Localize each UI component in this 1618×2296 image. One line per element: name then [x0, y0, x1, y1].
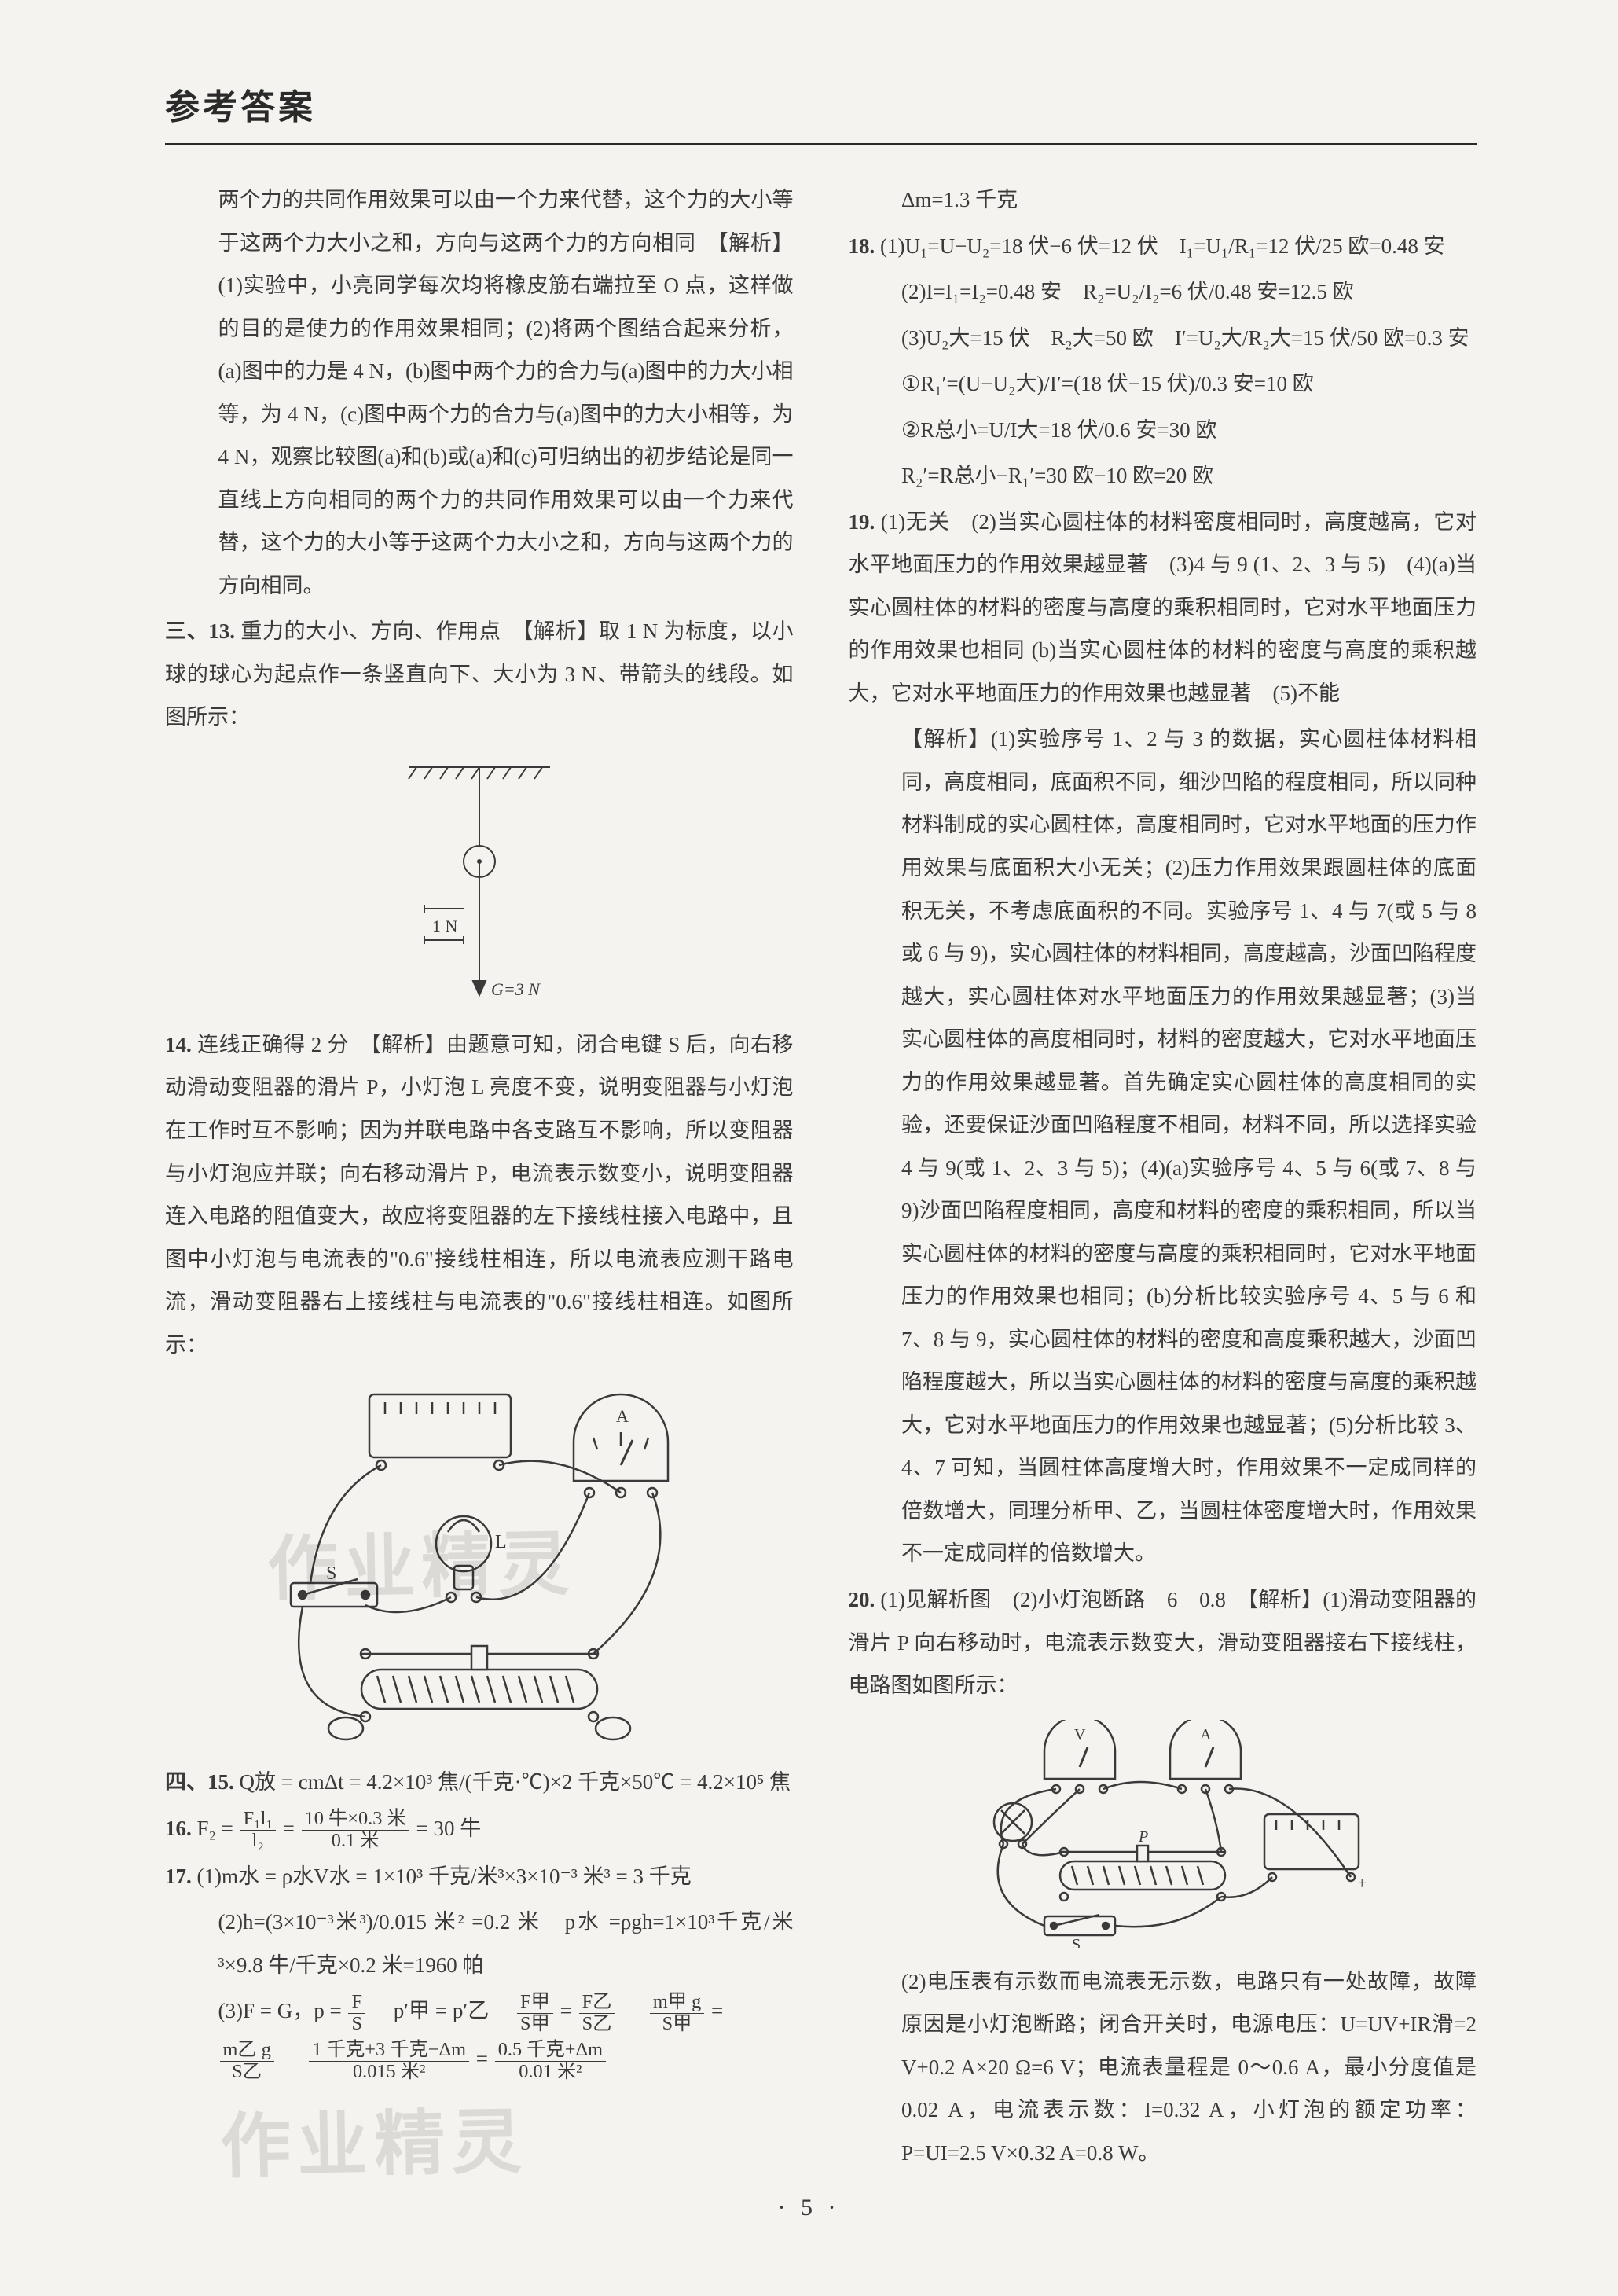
- answer-14-text: 连线正确得 2 分 【解析】由题意可知，闭合电键 S 后，向右移动滑动变阻器的滑…: [165, 1033, 794, 1357]
- frac-17c-3: F乙S乙: [579, 1992, 615, 2034]
- answer-12-continued: 两个力的共同作用效果可以由一个力来代替，这个力的大小等于这两个力大小之和，方向与…: [165, 178, 794, 607]
- answer-16: 16. F₂ = F₁l₁l₂ = 10 牛×0.3 米0.1 米 = 30 牛: [165, 1807, 794, 1852]
- item-19-label: 19.: [849, 510, 875, 534]
- answer-20: 20. (1)见解析图 (2)小灯泡断路 6 0.8 【解析】(1)滑动变阻器的…: [849, 1578, 1477, 1707]
- answer-17-delta-m: Δm=1.3 千克: [849, 178, 1477, 222]
- answer-16-rhs: = 30 牛: [416, 1817, 481, 1840]
- fig3-ammeter-label: A: [1200, 1726, 1212, 1743]
- figure-14-circuit: S L A: [165, 1379, 794, 1748]
- frac-16-2: 10 牛×0.3 米0.1 米: [302, 1809, 409, 1851]
- answer-17c-lhs: (3)F = G，p =: [218, 1999, 342, 2022]
- fig1-scale-label: 1 N: [432, 917, 458, 936]
- frac-17c-2: F甲S甲: [517, 1992, 553, 2034]
- fig3-minus: −: [1258, 1873, 1268, 1893]
- answer-19-analysis: 【解析】(1)实验序号 1、2 与 3 的数据，实心圆柱体材料相同，高度相同，底…: [849, 718, 1477, 1575]
- figure-13-force-diagram: 1 N G=3 N: [165, 751, 794, 1011]
- answer-15-text: Q放 = cmΔt = 4.2×10³ 焦/(千克·℃)×2 千克×50℃ = …: [240, 1770, 791, 1794]
- item-16-label: 16.: [165, 1817, 192, 1840]
- answer-17-1: 17. (1)m水 = ρ水V水 = 1×10³ 千克/米³×3×10⁻³ 米³…: [165, 1855, 794, 1898]
- answer-17-4: m乙 gS乙 1 千克+3 千克−Δm0.015 米² = 0.5 千克+Δm0…: [165, 2037, 794, 2082]
- section-4-item-15-label: 四、15.: [165, 1770, 234, 1794]
- answer-19: 19. (1)无关 (2)当实心圆柱体的材料密度相同时，高度越高，它对水平地面压…: [849, 501, 1477, 715]
- frac-17d-1: m乙 gS乙: [220, 2040, 274, 2082]
- answer-16-mid: =: [283, 1817, 295, 1840]
- fig3-plus: +: [1357, 1873, 1367, 1893]
- page-number: · 5 ·: [778, 2195, 841, 2221]
- frac-17c-4: m甲 gS甲: [650, 1992, 704, 2034]
- frac-17d-2: 1 千克+3 千克−Δm0.015 米²: [309, 2040, 469, 2082]
- answer-18-3: (3)U₂大=15 伏 R₂大=50 欧 I′=U₂大/R₂大=15 伏/50 …: [849, 317, 1477, 360]
- answer-20-text: (1)见解析图 (2)小灯泡断路 6 0.8 【解析】(1)滑动变阻器的滑片 P…: [849, 1588, 1477, 1697]
- answer-15: 四、15. Q放 = cmΔt = 4.2×10³ 焦/(千克·℃)×2 千克×…: [165, 1761, 794, 1804]
- answer-18: 18. (1)U₁=U−U₂=18 伏−6 伏=12 伏 I₁=U₁/R₁=12…: [849, 225, 1477, 268]
- fig2-lamp-label: L: [495, 1532, 507, 1552]
- fig2-ammeter-label: A: [616, 1406, 629, 1426]
- frac-17c-1: FS: [348, 1992, 365, 2034]
- page-header: 参考答案: [165, 79, 1477, 145]
- fig3-switch-label: S: [1072, 1936, 1081, 1948]
- answer-18-3b: ②R总小=U/I大=18 伏/0.6 安=30 欧: [849, 409, 1477, 452]
- answer-13: 三、13. 重力的大小、方向、作用点 【解析】取 1 N 为标度，以小球的球心为…: [165, 610, 794, 739]
- answer-18-3c: R₂′=R总小−R₁′=30 欧−10 欧=20 欧: [849, 454, 1477, 498]
- figure-20-circuit: V A P S − +: [849, 1720, 1477, 1948]
- answer-18-2: (2)I=I₁=I₂=0.48 安 R₂=U₂/I₂=6 伏/0.48 安=12…: [849, 270, 1477, 314]
- item-18-label: 18.: [849, 234, 875, 258]
- fig1-force-label: G=3 N: [491, 979, 541, 999]
- answer-17-2: (2)h=(3×10⁻³米³)/0.015 米² =0.2 米 p水 =ρgh=…: [165, 1901, 794, 1986]
- item-14-label: 14.: [165, 1033, 192, 1056]
- item-20-label: 20.: [849, 1588, 875, 1611]
- item-17-label: 17.: [165, 1864, 192, 1888]
- answer-20-2: (2)电压表有示数而电流表无示数，电路只有一处故障，故障原因是小灯泡断路；闭合开…: [849, 1960, 1477, 2175]
- answer-17a-text: (1)m水 = ρ水V水 = 1×10³ 千克/米³×3×10⁻³ 米³ = 3…: [197, 1864, 692, 1888]
- section-3-item-13-label: 三、13.: [165, 619, 235, 643]
- fig2-switch-label: S: [326, 1563, 336, 1584]
- left-column: 两个力的共同作用效果可以由一个力来代替，这个力的大小等于这两个力大小之和，方向与…: [165, 178, 794, 2177]
- fig3-slider-label: P: [1138, 1828, 1148, 1846]
- answer-13-text: 重力的大小、方向、作用点 【解析】取 1 N 为标度，以小球的球心为起点作一条竖…: [165, 619, 794, 729]
- answer-17-3: (3)F = G，p = FS p′甲 = p′乙 F甲S甲 = F乙S乙 m甲…: [165, 1989, 794, 2034]
- fig3-voltmeter-label: V: [1074, 1726, 1086, 1743]
- two-column-layout: 两个力的共同作用效果可以由一个力来代替，这个力的大小等于这两个力大小之和，方向与…: [165, 178, 1477, 2177]
- frac-16-1: F₁l₁l₂: [240, 1809, 276, 1851]
- right-column: Δm=1.3 千克 18. (1)U₁=U−U₂=18 伏−6 伏=12 伏 I…: [849, 178, 1477, 2177]
- answer-18-3a: ①R₁′=(U−U₂大)/I′=(18 伏−15 伏)/0.3 安=10 欧: [849, 362, 1477, 406]
- answer-16-lhs: F₂ =: [197, 1817, 233, 1840]
- answer-14: 14. 连线正确得 2 分 【解析】由题意可知，闭合电键 S 后，向右移动滑动变…: [165, 1023, 794, 1366]
- answer-19-text: (1)无关 (2)当实心圆柱体的材料密度相同时，高度越高，它对水平地面压力的作用…: [849, 510, 1477, 705]
- frac-17d-3: 0.5 千克+Δm0.01 米²: [495, 2040, 606, 2082]
- answer-18-1-text: (1)U₁=U−U₂=18 伏−6 伏=12 伏 I₁=U₁/R₁=12 伏/2…: [880, 234, 1445, 258]
